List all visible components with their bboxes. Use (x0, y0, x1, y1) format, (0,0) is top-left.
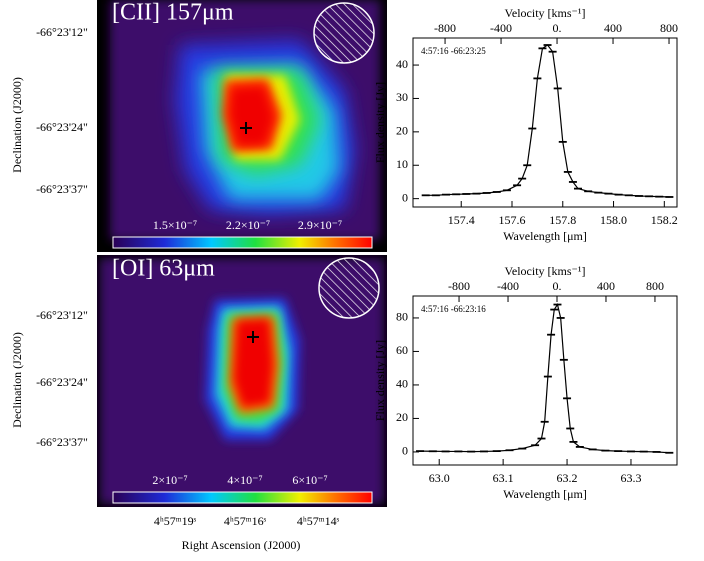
colorbar-tick-label: 1.5×10⁻⁷ (153, 218, 197, 232)
x-axis-title: Right Ascension (J2000) (182, 538, 301, 552)
annotation: 4:57:16 -66:23:16 (421, 304, 486, 314)
annotation: 4:57:16 -66:23:25 (421, 46, 486, 56)
x-tick-label: 157.6 (499, 213, 526, 227)
y-axis-title: Flux density [Jy] (373, 82, 387, 163)
x2-tick-label: -400 (490, 21, 512, 35)
spectrum-line (425, 44, 670, 198)
y-axis-title: Flux density [Jy] (373, 340, 387, 421)
y-tick-label: -66°23'24" (36, 375, 88, 389)
colorbar-tick-label: 2.9×10⁻⁷ (298, 218, 342, 232)
x-tick-label: 4ʰ57ᵐ19ˢ (154, 514, 197, 528)
x2-tick-label: 800 (660, 21, 678, 35)
y-tick-label: 80 (396, 310, 408, 324)
y-tick-label: -66°23'12" (36, 25, 88, 39)
x-tick-label: 158.0 (600, 213, 627, 227)
beam (318, 257, 380, 319)
x-tick-label: 4ʰ57ᵐ16ˢ (224, 514, 267, 528)
x-tick-label: 157.4 (448, 213, 475, 227)
x2-tick-label: 400 (597, 279, 615, 293)
beam (313, 2, 375, 64)
x-tick-label: 63.0 (429, 471, 450, 485)
y-axis-title: Declination (J2000) (10, 332, 24, 428)
map-title: [OI] 63μm (112, 256, 215, 282)
x-tick-label: 63.2 (557, 471, 578, 485)
y-axis-title: Declination (J2000) (10, 77, 24, 173)
x2-tick-label: -400 (497, 279, 519, 293)
spectrum-line (420, 303, 670, 454)
cross (247, 331, 259, 343)
x2-tick-label: 0. (553, 21, 562, 35)
y-tick-label: 30 (396, 90, 408, 104)
y-tick-label: 20 (396, 410, 408, 424)
x-tick-label: 63.1 (493, 471, 514, 485)
x2-tick-label: -800 (448, 279, 470, 293)
x2-tick-label: 0. (553, 279, 562, 293)
y-tick-label: 40 (396, 377, 408, 391)
x2-tick-label: 800 (646, 279, 664, 293)
x-axis-title: Wavelength [μm] (503, 229, 587, 243)
y-tick-label: 60 (396, 343, 408, 357)
y-tick-label: 40 (396, 57, 408, 71)
y-tick-label: -66°23'37" (36, 182, 88, 196)
y-tick-label: 20 (396, 124, 408, 138)
y-tick-label: -66°23'37" (36, 435, 88, 449)
colorbar-tick-label: 2.2×10⁻⁷ (226, 218, 270, 232)
x-axis-title: Wavelength [μm] (503, 487, 587, 501)
x2-axis-title: Velocity [kms⁻¹] (505, 6, 586, 20)
colorbar-tick-label: 2×10⁻⁷ (152, 473, 187, 487)
cross (240, 122, 252, 134)
plot-frame (412, 37, 678, 208)
x-tick-label: 158.2 (651, 213, 678, 227)
x2-tick-label: -800 (434, 21, 456, 35)
x-tick-label: 4ʰ57ᵐ14ˢ (297, 514, 340, 528)
colorbar-tick-label: 4×10⁻⁷ (227, 473, 262, 487)
y-tick-label: 0 (402, 444, 408, 458)
x2-axis-title: Velocity [kms⁻¹] (505, 264, 586, 278)
y-tick-label: -66°23'12" (36, 308, 88, 322)
y-tick-label: 10 (396, 157, 408, 171)
y-tick-label: -66°23'24" (36, 120, 88, 134)
x2-tick-label: 400 (604, 21, 622, 35)
x-tick-label: 157.8 (549, 213, 576, 227)
x-tick-label: 63.3 (620, 471, 641, 485)
plot-frame (412, 295, 678, 466)
y-tick-label: 0 (402, 190, 408, 204)
map-title: [CII] 157μm (112, 0, 234, 26)
colorbar-tick-label: 6×10⁻⁷ (292, 473, 327, 487)
